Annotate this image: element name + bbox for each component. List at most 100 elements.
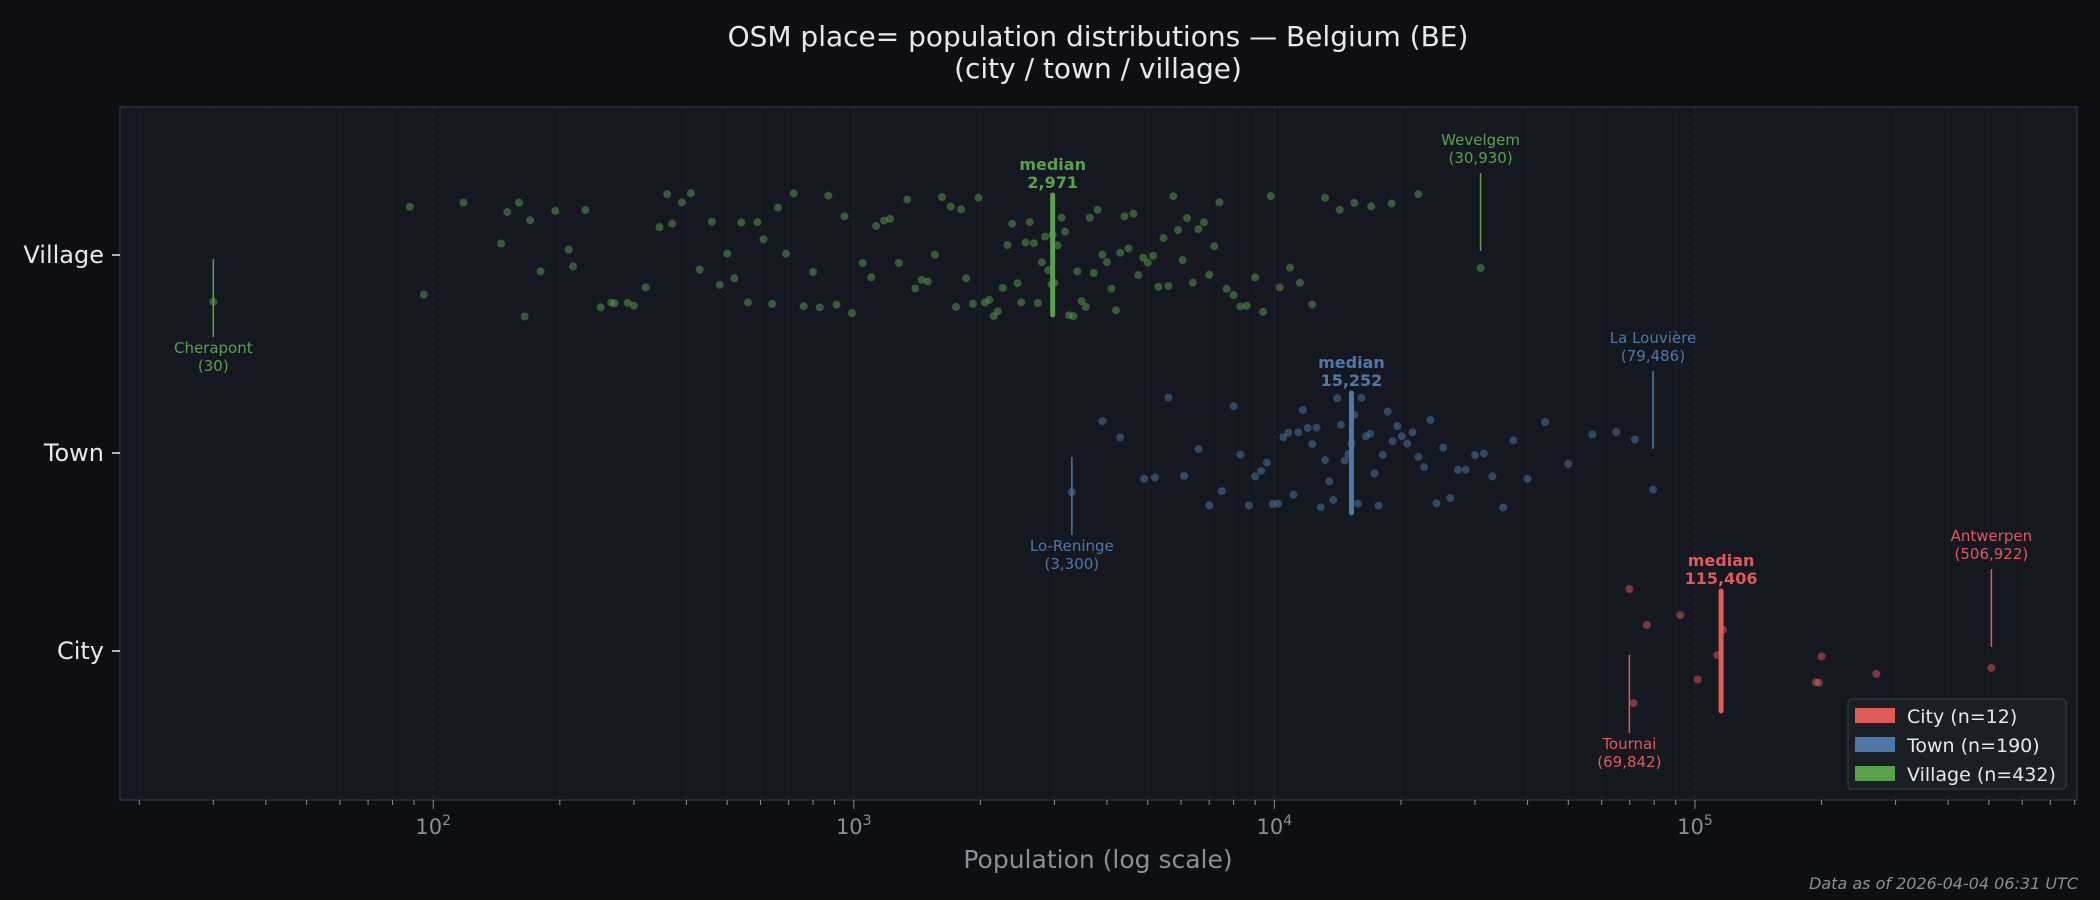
town-point [1446,494,1455,503]
town-point [1461,465,1470,474]
village-point [1205,270,1214,279]
town-point [1325,477,1334,486]
village-point [1178,256,1187,265]
village-point [832,300,841,309]
village-point [1251,273,1260,282]
village-point [1286,263,1295,272]
annotation-name: Tournai [1601,735,1656,753]
town-point [1229,402,1238,411]
village-point [1003,241,1012,250]
village-point [1037,258,1046,267]
town-point [1140,474,1149,483]
town-point [1284,428,1293,437]
annotation-value: (30) [198,357,229,375]
village-point [872,222,881,231]
village-point [1102,258,1111,267]
median-label: median [1318,353,1385,372]
village-point [1124,244,1133,253]
town-point [1374,501,1383,510]
village-point [520,312,529,321]
village-point [1367,202,1376,211]
village-point [629,301,638,310]
footnote: Data as of 2026-04-04 06:31 UTC [1809,874,2079,893]
village-point [1210,242,1219,251]
town-point [1353,499,1362,508]
median-value: 2,971 [1027,173,1078,192]
village-point [847,309,856,318]
median-value: 15,252 [1321,371,1383,390]
town-point [1630,435,1639,444]
village-point [1414,190,1423,199]
village-legend-swatch [1855,766,1895,781]
village-point [1116,248,1125,257]
town-point [1244,501,1253,510]
village-point [1173,226,1182,235]
village-point [985,295,994,304]
village-point [894,258,903,267]
x-tick-label: 103 [836,813,872,839]
village-point [840,212,849,221]
village-point [743,298,752,307]
village-point [1129,209,1138,218]
village-point [951,302,960,311]
village-point [715,280,724,289]
y-tick-label: City [57,637,104,665]
village-point [809,267,818,276]
village-point [799,302,808,311]
town-point [1378,450,1387,459]
village-point [974,193,983,202]
town-point [1279,433,1288,442]
town-point [1312,423,1321,432]
town-point [1453,465,1462,474]
village-point [1199,218,1208,227]
city-point [1625,585,1634,594]
town-point [1403,439,1412,448]
chart-title: OSM place= population distributions — Be… [728,20,1469,53]
annotations: median115,406Tournai(69,842)Antwerpen(50… [174,131,2032,771]
x-tick-label: 105 [1677,813,1713,839]
village-point [536,267,545,276]
village-point [1222,284,1231,293]
village-point [1350,198,1359,207]
village-point [1061,227,1070,236]
town-point [1333,394,1342,403]
town-point [1488,472,1497,481]
village-point [707,217,716,226]
village-point [623,298,632,307]
town-point [1612,427,1621,436]
village-point [663,190,672,199]
city-point [1814,678,1823,687]
village-point [695,265,704,274]
x-tick-label: 102 [415,813,451,839]
town-point [1432,499,1441,508]
village-point [596,303,605,312]
city-point [1629,699,1638,708]
y-axis: Village Town City [23,241,120,665]
village-point [1275,283,1284,292]
village-point [1321,193,1330,202]
village-point [824,191,833,200]
village-point [1107,284,1116,293]
town-point [1523,474,1532,483]
town-point [1588,430,1597,439]
village-point [1057,213,1066,222]
town-point [1479,449,1488,458]
village-point [1073,267,1082,276]
legend: City (n=12) Town (n=190) Village (n=432) [1847,698,2067,790]
village-point [782,249,791,258]
village-point [1259,307,1268,316]
village-point [610,299,619,308]
village-point [1077,297,1086,306]
town-point [1509,436,1518,445]
village-point [551,206,560,215]
town-legend-label: Town (n=190) [1906,735,2040,757]
village-point [1159,233,1168,242]
town-point [1420,463,1429,472]
village-point [569,262,578,271]
town-point [1393,422,1402,431]
village-point [686,189,695,198]
village-point [723,249,732,258]
village-point [759,235,768,244]
town-point [1116,433,1125,442]
village-point [677,198,686,207]
